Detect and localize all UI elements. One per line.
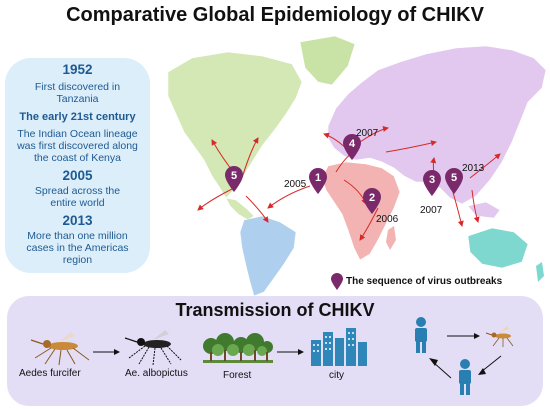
spread-arrow [359,126,389,143]
timeline-year-2005: 2005 [62,168,93,183]
africa [321,161,401,261]
page-title: Comparative Global Epidemiology of CHIKV [66,4,484,26]
city-label: city [329,370,344,381]
outbreak-pin-2: 2 [363,188,381,214]
aedes-furcifer-label: Aedes furcifer [19,368,81,379]
australia [467,227,529,269]
year-label: 2013 [462,163,485,174]
timeline-text: was first discovered along [17,140,138,152]
timeline-text: the coast of Kenya [34,152,121,164]
pin-number: 5 [231,170,237,182]
spread-arrow [197,187,235,211]
pin-number: 4 [349,138,356,150]
year-label: 2005 [284,179,307,190]
central-america [225,197,255,221]
timeline-text: More than one million [27,230,128,242]
human-mosquito-cycle [415,317,514,395]
human-icon [415,317,427,353]
north-america [167,51,303,199]
spread-arrow [241,137,259,179]
spread-arrow [245,195,269,223]
pin-number: 2 [369,192,375,204]
year-label: 2007 [420,205,443,216]
spread-arrow [267,185,311,209]
greenland [299,35,356,86]
outbreak-pin-4: 4 [343,134,361,160]
timeline-text: Tanzania [56,93,99,105]
aedes-furcifer-mosquito-icon [30,332,90,366]
eurasia [327,45,547,205]
ae-albopictus-mosquito-icon [124,330,182,366]
timeline-text: First discovered in [34,81,121,93]
timeline-text: region [62,254,93,266]
year-label: 2007 [356,128,379,139]
timeline-text: entire world [50,197,105,209]
legend: The sequence of virus outbreaks [330,273,545,293]
outbreak-pin-5: 5 [225,166,243,192]
pin-number: 3 [429,174,435,186]
madagascar [386,226,396,250]
world-map-svg: 1 2 3 4 5 5 2005 2006 2007 2007 2013 [167,35,547,297]
city-icon [311,328,367,366]
spread-arrow [471,189,480,223]
pin-number: 5 [451,172,457,184]
pin-number: 1 [315,172,321,184]
outbreak-pin-5: 5 [445,168,463,194]
human-icon [459,359,471,395]
spread-arrow [359,207,379,241]
south-america [239,215,297,297]
timeline-text: Spread across the [34,185,121,197]
forest-label: Forest [223,370,252,381]
spread-arrow [469,153,501,179]
year-label: 2006 [376,214,399,225]
outbreak-pin-1: 1 [309,168,327,194]
world-map: 1 2 3 4 5 5 2005 2006 2007 2007 2013 [150,30,550,300]
timeline-year-1952: 1952 [62,62,93,77]
outbreak-pins: 1 2 3 4 5 5 [225,134,463,214]
spread-arrow [385,140,437,153]
new-zealand [536,262,544,282]
timeline-text: cases in the Americas [26,242,129,254]
timeline-subheading: The early 21st century [19,111,136,123]
timeline-text: The Indian Ocean lineage [17,128,138,140]
forest-icon [203,333,273,363]
transmission-panel: Transmission of CHIKV Aedes furcifer Ae.… [7,296,543,406]
arrow-right-icon [277,349,304,355]
legend-pin-icon [331,273,343,290]
outbreak-pin-3: 3 [423,169,442,196]
mosquito-icon [485,326,514,347]
southeast-asia-islands [467,201,501,219]
arrow-right-icon [93,349,120,355]
timeline-panel: 1952 First discovered in Tanzania The ea… [5,58,150,273]
transmission-title: Transmission of CHIKV [175,300,375,320]
legend-label: The sequence of virus outbreaks [346,276,503,287]
timeline-year-2013: 2013 [62,213,93,228]
ae-albopictus-label: Ae. albopictus [125,368,188,379]
